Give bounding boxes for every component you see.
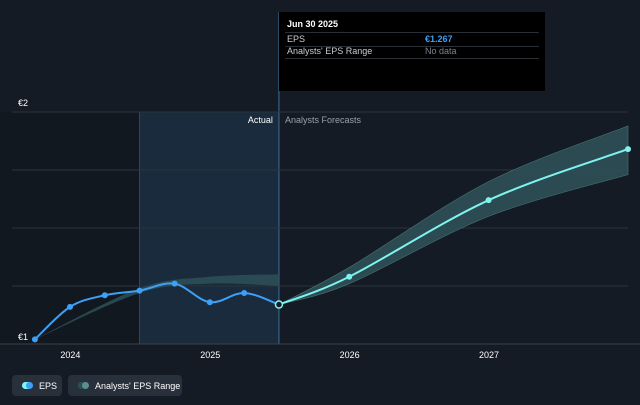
x-tick-label-0: 2024 (60, 350, 80, 360)
legend-eps-button[interactable]: EPS (12, 375, 62, 396)
x-tick-label-2: 2026 (340, 350, 360, 360)
tooltip-range-value: No data (425, 46, 457, 56)
x-tick-label-3: 2027 (479, 350, 499, 360)
forecast-point-0 (346, 273, 353, 280)
eps-point-5 (206, 299, 213, 306)
tooltip: Jun 30 2025 EPS €1.267 Analysts' EPS Ran… (279, 12, 545, 91)
forecast-range-band (278, 125, 629, 305)
legend-eps-label: EPS (39, 380, 58, 391)
eps-point-6 (241, 289, 248, 296)
actual-label: Actual (248, 115, 273, 125)
eps-point-2 (101, 292, 108, 299)
forecast-line (278, 148, 629, 306)
tooltip-date: Jun 30 2025 (287, 19, 339, 29)
forecast-point-2 (625, 146, 631, 153)
eps-point-3 (136, 287, 143, 294)
y-tick-label-1: €1 (18, 332, 28, 342)
eps-legend-icon (22, 382, 33, 389)
y-tick-label-0: €2 (18, 98, 28, 108)
forecast-label: Analysts Forecasts (285, 115, 362, 125)
range-legend-icon (78, 382, 89, 389)
tooltip-eps-label: EPS (287, 34, 306, 44)
forecast-point-1 (485, 197, 492, 204)
tooltip-row-range: Analysts' EPS Range No data (285, 45, 539, 59)
eps-point-0 (31, 336, 38, 343)
tooltip-row-eps: EPS €1.267 (285, 32, 539, 47)
legend-range-button[interactable]: Analysts' EPS Range (68, 375, 182, 396)
past-range-band (34, 274, 279, 340)
legend-range-label: Analysts' EPS Range (95, 380, 181, 391)
eps-point-7 (274, 300, 284, 309)
eps-point-4 (171, 280, 178, 287)
x-tick-label-1: 2025 (200, 350, 220, 360)
tooltip-range-label: Analysts' EPS Range (287, 46, 373, 56)
tooltip-eps-value: €1.267 (425, 34, 453, 44)
eps-point-1 (67, 303, 74, 310)
